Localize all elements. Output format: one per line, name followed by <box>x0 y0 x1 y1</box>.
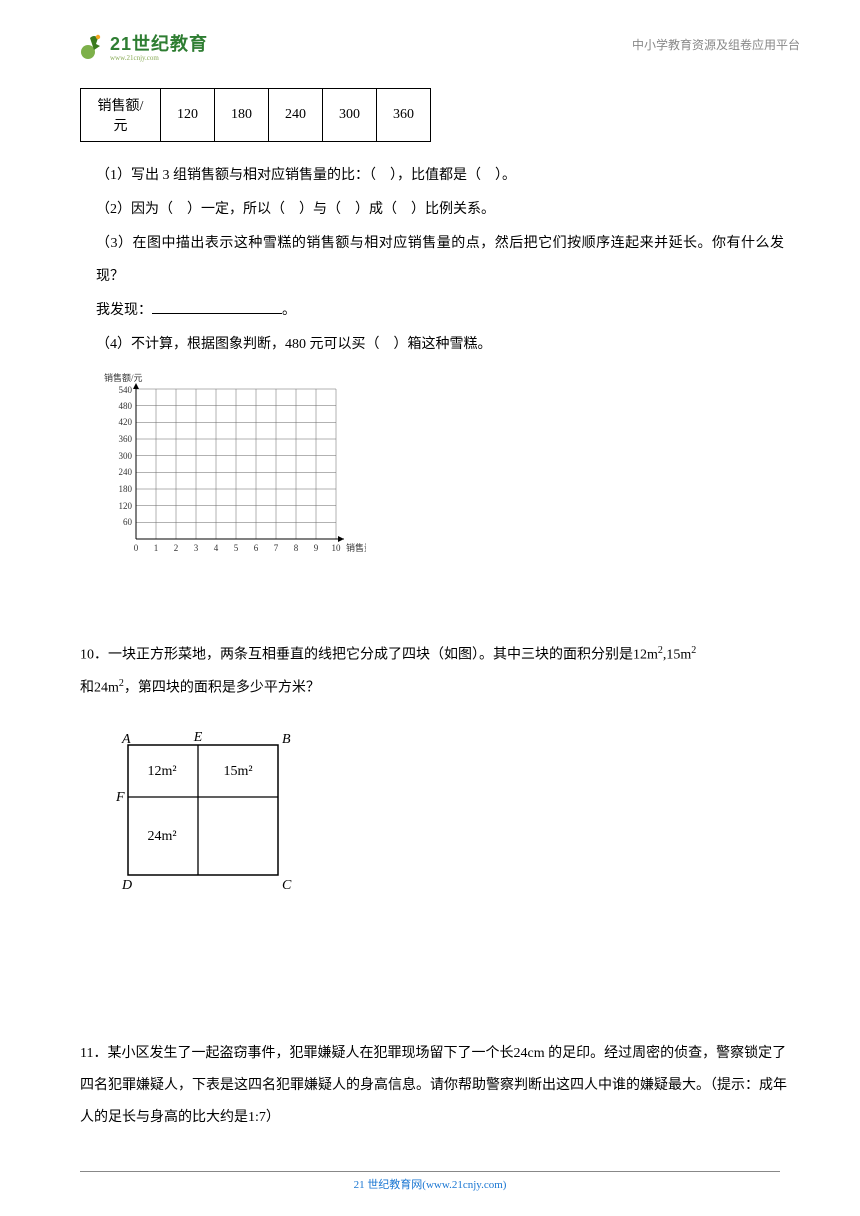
svg-text:240: 240 <box>119 467 133 477</box>
sales-table: 销售额/元 120 180 240 300 360 <box>80 88 431 142</box>
blank-line <box>152 300 282 314</box>
logo-runner-icon <box>80 32 108 60</box>
table-label-cell: 销售额/元 <box>81 89 161 142</box>
svg-text:180: 180 <box>119 484 133 494</box>
svg-text:360: 360 <box>119 434 133 444</box>
svg-text:2: 2 <box>174 543 179 553</box>
svg-text:9: 9 <box>314 543 319 553</box>
question-10: 10．一块正方形菜地，两条互相垂直的线把它分成了四块（如图）。其中三块的面积分别… <box>80 639 800 908</box>
svg-text:12m²: 12m² <box>147 764 176 779</box>
q9-part3-answer: 我发现： 。 <box>96 295 784 327</box>
svg-text:8: 8 <box>294 543 299 553</box>
q9-part1: （1）写出 3 组销售额与相对应销售量的比：（ ），比值都是（ ）。 <box>96 160 784 192</box>
chart-x-title: 销售量/箱 <box>346 542 366 553</box>
found-prefix: 我发现： <box>96 303 152 318</box>
svg-text:0: 0 <box>134 543 139 553</box>
svg-text:480: 480 <box>119 401 133 411</box>
q9-part4: （4）不计算，根据图象判断，480 元可以买（ ）箱这种雪糕。 <box>96 329 784 361</box>
sales-chart: 销售额/元 <box>96 369 376 569</box>
table-cell: 180 <box>215 89 269 142</box>
footer-rule <box>80 1171 780 1172</box>
q9-part3: （3）在图中描出表示这种雪糕的销售额与相对应销售量的点，然后把它们按顺序连起来并… <box>96 228 784 292</box>
svg-text:1: 1 <box>154 543 159 553</box>
chart-y-title: 销售额/元 <box>104 372 143 383</box>
svg-text:A: A <box>121 732 131 747</box>
svg-text:D: D <box>121 878 132 893</box>
table-cell: 240 <box>269 89 323 142</box>
question-11: 11．某小区发生了一起盗窃事件，犯罪嫌疑人在犯罪现场留下了一个长24cm 的足印… <box>80 1038 800 1135</box>
svg-text:60: 60 <box>123 517 133 527</box>
page-header: 21世纪教育 www.21cnjy.com 中小学教育资源及组卷应用平台 <box>80 30 800 70</box>
svg-text:300: 300 <box>119 451 133 461</box>
footer-text: 21 世纪教育网(www.21cnjy.com) <box>354 1179 507 1191</box>
svg-text:5: 5 <box>234 543 239 553</box>
svg-text:6: 6 <box>254 543 259 553</box>
x-tick-labels: 0 1 2 3 4 5 6 7 8 9 10 <box>134 543 341 553</box>
chart-svg: 销售额/元 <box>96 369 366 569</box>
question-9-parts: （1）写出 3 组销售额与相对应销售量的比：（ ），比值都是（ ）。 （2）因为… <box>96 160 784 361</box>
svg-text:E: E <box>193 730 203 745</box>
table-cell: 360 <box>377 89 431 142</box>
q11-text: 11．某小区发生了一起盗窃事件，犯罪嫌疑人在犯罪现场留下了一个长24cm 的足印… <box>80 1038 800 1135</box>
svg-text:420: 420 <box>119 417 133 427</box>
logo-title: 21世纪教育 <box>110 30 208 56</box>
found-suffix: 。 <box>282 303 296 318</box>
svg-text:C: C <box>282 878 292 893</box>
svg-text:120: 120 <box>119 501 133 511</box>
table-cell: 120 <box>161 89 215 142</box>
svg-text:4: 4 <box>214 543 219 553</box>
x-arrow-icon <box>338 536 344 542</box>
q10-square-diagram: A E B F D C 12m² 15m² 24m² <box>108 725 800 908</box>
q10-text-cont: 和24m2，第四块的面积是多少平方米？ <box>80 672 800 705</box>
table-cell: 300 <box>323 89 377 142</box>
q9-part2: （2）因为（ ）一定，所以（ ）与（ ）成（ ）比例关系。 <box>96 194 784 226</box>
chart-grid <box>136 389 336 539</box>
svg-text:7: 7 <box>274 543 279 553</box>
page-footer: 21 世纪教育网(www.21cnjy.com) <box>0 1171 860 1192</box>
svg-text:15m²: 15m² <box>223 764 252 779</box>
header-platform-text: 中小学教育资源及组卷应用平台 <box>632 36 800 53</box>
logo: 21世纪教育 www.21cnjy.com <box>80 30 208 62</box>
y-tick-labels: 60 120 180 240 300 360 420 480 540 <box>119 385 133 527</box>
logo-text: 21世纪教育 www.21cnjy.com <box>110 30 208 62</box>
svg-text:3: 3 <box>194 543 199 553</box>
table-row: 销售额/元 120 180 240 300 360 <box>81 89 431 142</box>
svg-text:540: 540 <box>119 385 133 395</box>
svg-text:10: 10 <box>332 543 342 553</box>
svg-text:F: F <box>115 790 125 805</box>
q10-text: 10．一块正方形菜地，两条互相垂直的线把它分成了四块（如图）。其中三块的面积分别… <box>80 639 800 672</box>
logo-subtitle: www.21cnjy.com <box>110 54 208 62</box>
svg-text:B: B <box>282 732 291 747</box>
y-arrow-icon <box>133 383 139 389</box>
svg-text:24m²: 24m² <box>147 829 176 844</box>
